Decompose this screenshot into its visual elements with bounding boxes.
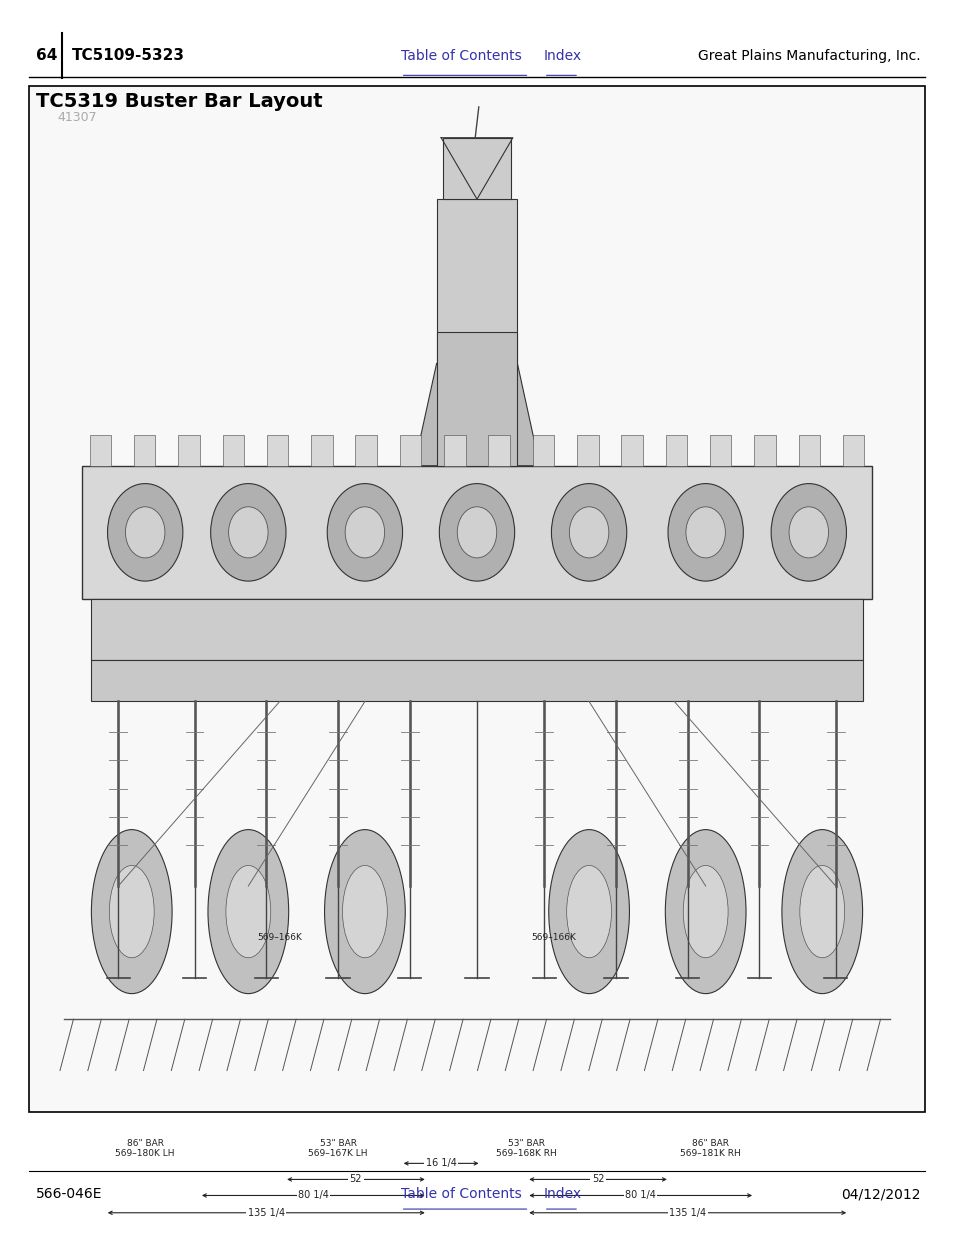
Ellipse shape <box>781 830 862 994</box>
Text: 135 1/4: 135 1/4 <box>668 1208 705 1218</box>
Text: TC5109-5323: TC5109-5323 <box>71 48 184 63</box>
Ellipse shape <box>324 830 405 994</box>
Text: 86" BAR
569–181K RH: 86" BAR 569–181K RH <box>679 1139 740 1158</box>
Text: 52: 52 <box>591 1174 603 1184</box>
Text: 41307: 41307 <box>57 111 97 125</box>
Circle shape <box>108 484 183 582</box>
Bar <box>311 435 333 466</box>
Ellipse shape <box>566 866 611 958</box>
Text: 53" BAR
569–167K LH: 53" BAR 569–167K LH <box>308 1139 367 1158</box>
Text: 16 1/4: 16 1/4 <box>425 1158 456 1168</box>
Circle shape <box>770 484 845 582</box>
Ellipse shape <box>208 830 289 994</box>
Circle shape <box>439 484 514 582</box>
Circle shape <box>327 484 402 582</box>
Bar <box>436 199 517 466</box>
Bar <box>665 435 686 466</box>
Ellipse shape <box>682 866 727 958</box>
Text: 80 1/4: 80 1/4 <box>624 1191 656 1200</box>
Bar <box>355 435 376 466</box>
Ellipse shape <box>664 830 745 994</box>
Bar <box>178 435 199 466</box>
Circle shape <box>788 506 827 558</box>
Bar <box>399 435 421 466</box>
Text: 53" BAR
569–168K RH: 53" BAR 569–168K RH <box>496 1139 557 1158</box>
Bar <box>709 435 731 466</box>
Ellipse shape <box>110 866 154 958</box>
Bar <box>443 435 465 466</box>
Bar <box>29 86 924 1112</box>
Text: 04/12/2012: 04/12/2012 <box>841 1187 920 1202</box>
Circle shape <box>551 484 626 582</box>
Ellipse shape <box>799 866 843 958</box>
Ellipse shape <box>91 830 172 994</box>
Ellipse shape <box>548 830 629 994</box>
Circle shape <box>211 484 286 582</box>
Bar <box>133 435 155 466</box>
Bar <box>620 435 642 466</box>
Text: 569–166K: 569–166K <box>257 932 302 942</box>
Text: Index: Index <box>543 48 581 63</box>
Bar <box>488 435 510 466</box>
Text: Index: Index <box>543 1187 581 1202</box>
Bar <box>532 435 554 466</box>
Circle shape <box>229 506 268 558</box>
Text: 80 1/4: 80 1/4 <box>297 1191 329 1200</box>
Circle shape <box>456 506 497 558</box>
Bar <box>442 138 511 199</box>
Bar <box>267 435 288 466</box>
Circle shape <box>126 506 165 558</box>
Bar <box>90 435 111 466</box>
Text: 566-046E: 566-046E <box>36 1187 103 1202</box>
Bar <box>754 435 775 466</box>
Text: 64: 64 <box>36 48 57 63</box>
Bar <box>577 435 598 466</box>
Circle shape <box>345 506 384 558</box>
Bar <box>222 435 244 466</box>
Bar <box>91 599 862 661</box>
Text: Table of Contents: Table of Contents <box>400 1187 521 1202</box>
Circle shape <box>667 484 742 582</box>
Text: TC5319 Buster Bar Layout: TC5319 Buster Bar Layout <box>36 91 322 111</box>
Circle shape <box>685 506 724 558</box>
Ellipse shape <box>226 866 271 958</box>
Text: 52: 52 <box>350 1174 362 1184</box>
Text: Table of Contents: Table of Contents <box>400 48 521 63</box>
Bar <box>842 435 863 466</box>
Text: 569–166K: 569–166K <box>530 932 575 942</box>
Ellipse shape <box>342 866 387 958</box>
Text: Great Plains Manufacturing, Inc.: Great Plains Manufacturing, Inc. <box>698 48 920 63</box>
Bar <box>82 466 871 599</box>
Polygon shape <box>414 363 539 466</box>
Text: 86" BAR
569–180K LH: 86" BAR 569–180K LH <box>115 1139 174 1158</box>
Bar <box>436 332 517 466</box>
Bar <box>798 435 820 466</box>
Bar <box>91 661 862 701</box>
Text: 135 1/4: 135 1/4 <box>248 1208 285 1218</box>
Circle shape <box>569 506 608 558</box>
